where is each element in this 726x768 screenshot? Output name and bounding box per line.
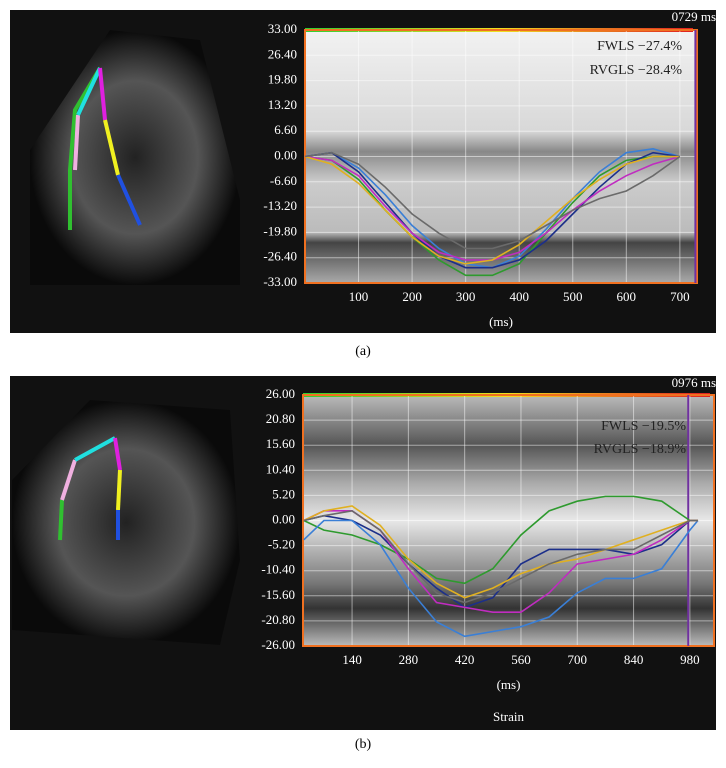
time-label: 0729 ms [672,9,716,24]
x-tick-label: 100 [349,289,369,304]
strain-curve [303,510,698,604]
y-tick-label: -10.40 [261,562,295,577]
y-tick-label: 33.00 [268,21,297,36]
x-tick-label: 140 [342,652,362,667]
x-tick-label: 700 [670,289,690,304]
y-tick-label: -6.60 [270,173,297,188]
x-tick-label: 560 [511,652,531,667]
strain-curve [303,505,698,599]
plot-frame [302,394,715,647]
y-tick-label: -15.60 [261,587,295,602]
y-tick-label: -19.80 [263,223,297,238]
y-tick-label: -13.20 [263,198,297,213]
y-tick-label: 10.40 [266,461,295,476]
x-tick-label: 500 [563,289,583,304]
x-tick-label: 200 [402,289,422,304]
x-tick-label: 840 [624,652,644,667]
strain-curve [304,155,680,277]
panel-label: (a) [355,344,371,359]
y-tick-label: 0.00 [274,147,297,162]
x-tick-label: 980 [680,652,700,667]
strain-curve [304,155,680,265]
echo-image-b [12,400,240,645]
y-tick-label: -20.80 [261,612,295,627]
strain-curve [303,495,698,585]
y-tick-label: 13.20 [268,97,297,112]
time-label: 0976 ms [672,375,716,390]
x-tick-label: 280 [399,652,419,667]
y-tick-label: 19.80 [268,72,297,87]
x-axis-label: (ms) [489,314,513,329]
strain-curve [304,151,680,269]
strain-annotation: RVGLS −18.9% [594,442,687,457]
x-axis-label: (ms) [497,677,521,692]
x-tick-label: 420 [455,652,475,667]
y-tick-label: -26.40 [263,249,297,264]
x-tick-label: 700 [568,652,588,667]
strain-annotation: RVGLS −28.4% [590,63,683,78]
strain-annotation: FWLS −19.5% [601,419,686,434]
y-tick-label: -33.00 [263,274,297,289]
panel-label: (b) [355,737,372,752]
y-tick-label: 15.60 [266,436,295,451]
y-tick-label: 5.20 [272,486,295,501]
y-tick-label: 26.00 [266,386,295,401]
x-tick-label: 400 [509,289,529,304]
y-tick-label: 6.60 [274,122,297,137]
footer-label: Strain [493,709,525,724]
y-tick-label: 0.00 [272,511,295,526]
strain-curve [304,151,681,250]
y-tick-label: -26.00 [261,637,295,652]
strain-curve [303,519,699,638]
strain-annotation: FWLS −27.4% [597,39,682,54]
y-tick-label: 26.40 [268,46,297,61]
y-tick-label: 20.80 [266,411,295,426]
x-tick-label: 300 [456,289,476,304]
x-tick-label: 600 [617,289,637,304]
echo-image-a [30,30,240,285]
y-tick-label: -5.20 [268,537,295,552]
